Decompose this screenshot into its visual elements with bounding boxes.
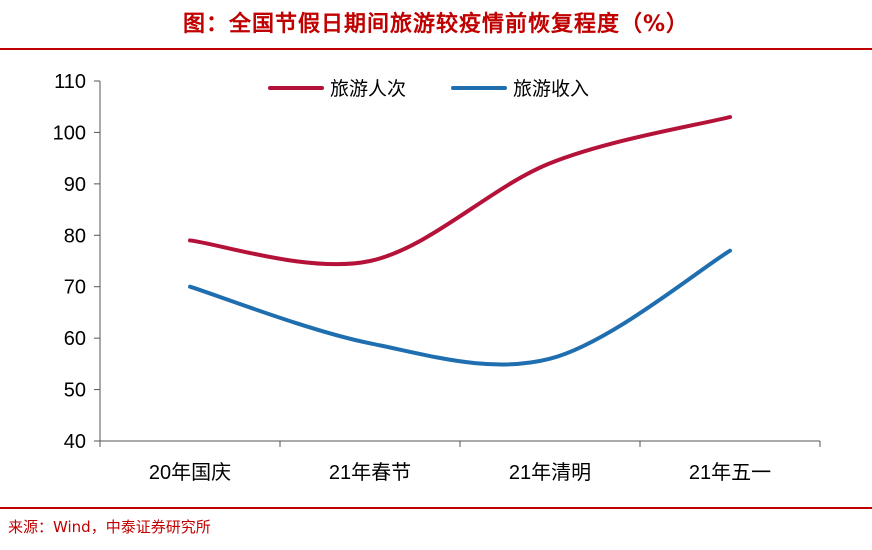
x-tick-label: 21年春节 <box>329 461 411 484</box>
chart-title: 图：全国节假日期间旅游较疫情前恢复程度（%） <box>0 6 872 38</box>
y-tick-label: 110 <box>54 71 86 93</box>
y-tick-label: 50 <box>64 380 86 402</box>
line-chart: 40 50 60 70 80 90 100 110 20年国庆 21年春节 21年清明 21年五一 旅… <box>0 50 872 550</box>
source-note: 来源：Wind，中泰证券研究所 <box>8 516 211 537</box>
legend-label-1: 旅游人次 <box>330 78 406 100</box>
series-line-2 <box>190 251 730 365</box>
y-tick-label: 90 <box>64 174 86 196</box>
y-tick-label: 60 <box>64 328 86 350</box>
legend-label-2: 旅游收入 <box>513 78 589 100</box>
series-line-1 <box>190 117 730 264</box>
y-tick-label: 100 <box>53 122 86 144</box>
x-tick-label: 20年国庆 <box>149 461 231 484</box>
x-tick-label: 21年五一 <box>689 461 771 484</box>
y-tick-label: 80 <box>64 225 86 247</box>
y-tick-label: 70 <box>64 277 86 299</box>
source-divider <box>0 507 872 509</box>
x-tick-label: 21年清明 <box>509 461 591 484</box>
y-tick-label: 40 <box>64 431 86 453</box>
